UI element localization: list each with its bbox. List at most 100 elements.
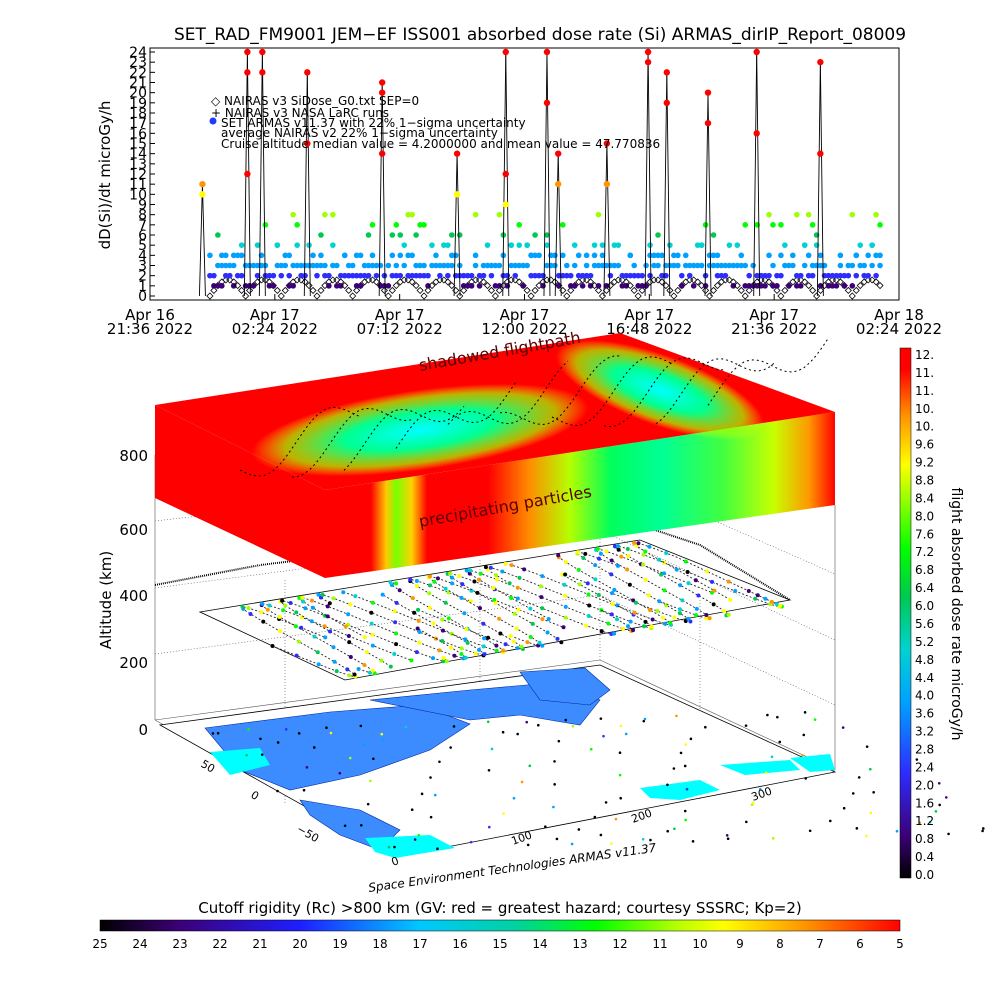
orbit-point <box>563 615 568 620</box>
lat-tick-0: 0 <box>249 788 262 803</box>
orbit-point <box>370 632 375 637</box>
armas-point <box>254 262 261 269</box>
x-tick-label-time: 02:24 2022 <box>856 320 942 338</box>
armas-point <box>837 252 844 259</box>
orbit-point <box>540 617 545 622</box>
floor-track-point <box>855 827 859 830</box>
orbit-point <box>394 600 399 605</box>
orbit-point <box>309 598 314 603</box>
orbit-point <box>500 569 505 574</box>
armas-point <box>488 262 495 269</box>
orbit-point <box>763 596 768 601</box>
armas-point <box>861 272 867 279</box>
armas-point <box>353 283 360 289</box>
orbit-point <box>581 555 586 560</box>
orbit-track <box>614 545 780 616</box>
armas-point <box>722 272 729 279</box>
armas-point <box>782 262 788 269</box>
armas-point <box>540 272 546 279</box>
orbit-point <box>677 607 682 612</box>
armas-point <box>397 272 404 279</box>
armas-point <box>230 262 237 269</box>
y-tick-label: 17 <box>129 116 147 132</box>
armas-point <box>710 262 717 269</box>
orbit-point <box>707 616 712 621</box>
orbit-point <box>448 645 453 650</box>
orbit-point <box>388 580 393 585</box>
armas-point <box>330 211 336 218</box>
armas-point <box>615 262 622 269</box>
armas-point <box>770 262 776 269</box>
spike-point <box>817 150 824 157</box>
armas-point <box>595 262 602 269</box>
spike-line <box>557 153 562 297</box>
orbit-point <box>664 603 669 608</box>
orbit-point <box>300 595 305 600</box>
orbit-point <box>296 639 301 644</box>
orbit-point <box>539 595 544 600</box>
armas-point <box>389 232 396 238</box>
dose-colorbar-tick: 1.6 <box>915 796 934 810</box>
floor-track-point <box>276 789 279 793</box>
nairas-point <box>848 292 856 300</box>
orbit-point <box>465 640 470 645</box>
orbit-point <box>575 550 580 555</box>
armas-point <box>504 272 511 279</box>
dose-colorbar-tick: 0.0 <box>915 868 934 882</box>
floor-track-point <box>776 715 779 719</box>
orbit-point <box>515 596 520 601</box>
orbit-point <box>616 544 621 549</box>
armas-point <box>290 262 296 269</box>
orbit-point <box>657 599 662 604</box>
orbit-point <box>482 652 487 657</box>
nairas-point <box>618 276 626 284</box>
armas-point <box>833 283 840 289</box>
nairas-point <box>868 276 876 284</box>
orbit-point <box>477 577 482 582</box>
orbit-point <box>643 619 648 624</box>
dose-colorbar-tick: 9.6 <box>915 438 934 452</box>
armas-point <box>853 272 860 279</box>
orbit-point <box>283 603 288 608</box>
spike-line <box>306 72 311 297</box>
floor-track-point <box>433 793 437 797</box>
nairas-point <box>384 292 392 300</box>
armas-point <box>334 283 340 289</box>
orbit-point <box>511 639 516 644</box>
armas-point <box>766 252 772 259</box>
dose-colorbar-tick: 12. <box>915 348 934 362</box>
nairas-point <box>511 276 519 284</box>
orbit-point <box>668 620 673 625</box>
armas-point <box>508 262 515 269</box>
armas-point <box>417 272 423 279</box>
armas-point <box>682 252 689 259</box>
y-tick-label: 19 <box>129 96 147 112</box>
armas-point <box>793 211 800 218</box>
armas-point <box>686 262 693 269</box>
y-tick-label: 8 <box>138 208 147 224</box>
spike-line <box>201 184 206 297</box>
nairas-point <box>412 281 420 290</box>
armas-point <box>797 283 804 289</box>
floor-track-point <box>802 733 806 737</box>
floor-track-point <box>420 792 424 796</box>
armas-point <box>270 272 277 279</box>
sheet-track <box>343 406 465 471</box>
orbit-point <box>482 636 487 641</box>
armas-point <box>476 272 483 279</box>
armas-point <box>349 262 356 269</box>
rigidity-colorbar-tick: 6 <box>856 937 864 951</box>
orbit-point <box>370 668 375 673</box>
spike-point <box>453 150 461 157</box>
armas-point <box>829 283 836 289</box>
orbit-point <box>267 603 272 608</box>
orbit-point <box>660 615 665 620</box>
spike-point <box>543 99 551 107</box>
armas-point <box>425 272 431 279</box>
floor-track-point <box>599 717 603 720</box>
orbit-point <box>528 634 533 639</box>
orbit-point <box>270 644 275 648</box>
orbit-point <box>512 611 517 616</box>
armas-point <box>682 262 689 269</box>
floor-track-point <box>589 747 593 751</box>
